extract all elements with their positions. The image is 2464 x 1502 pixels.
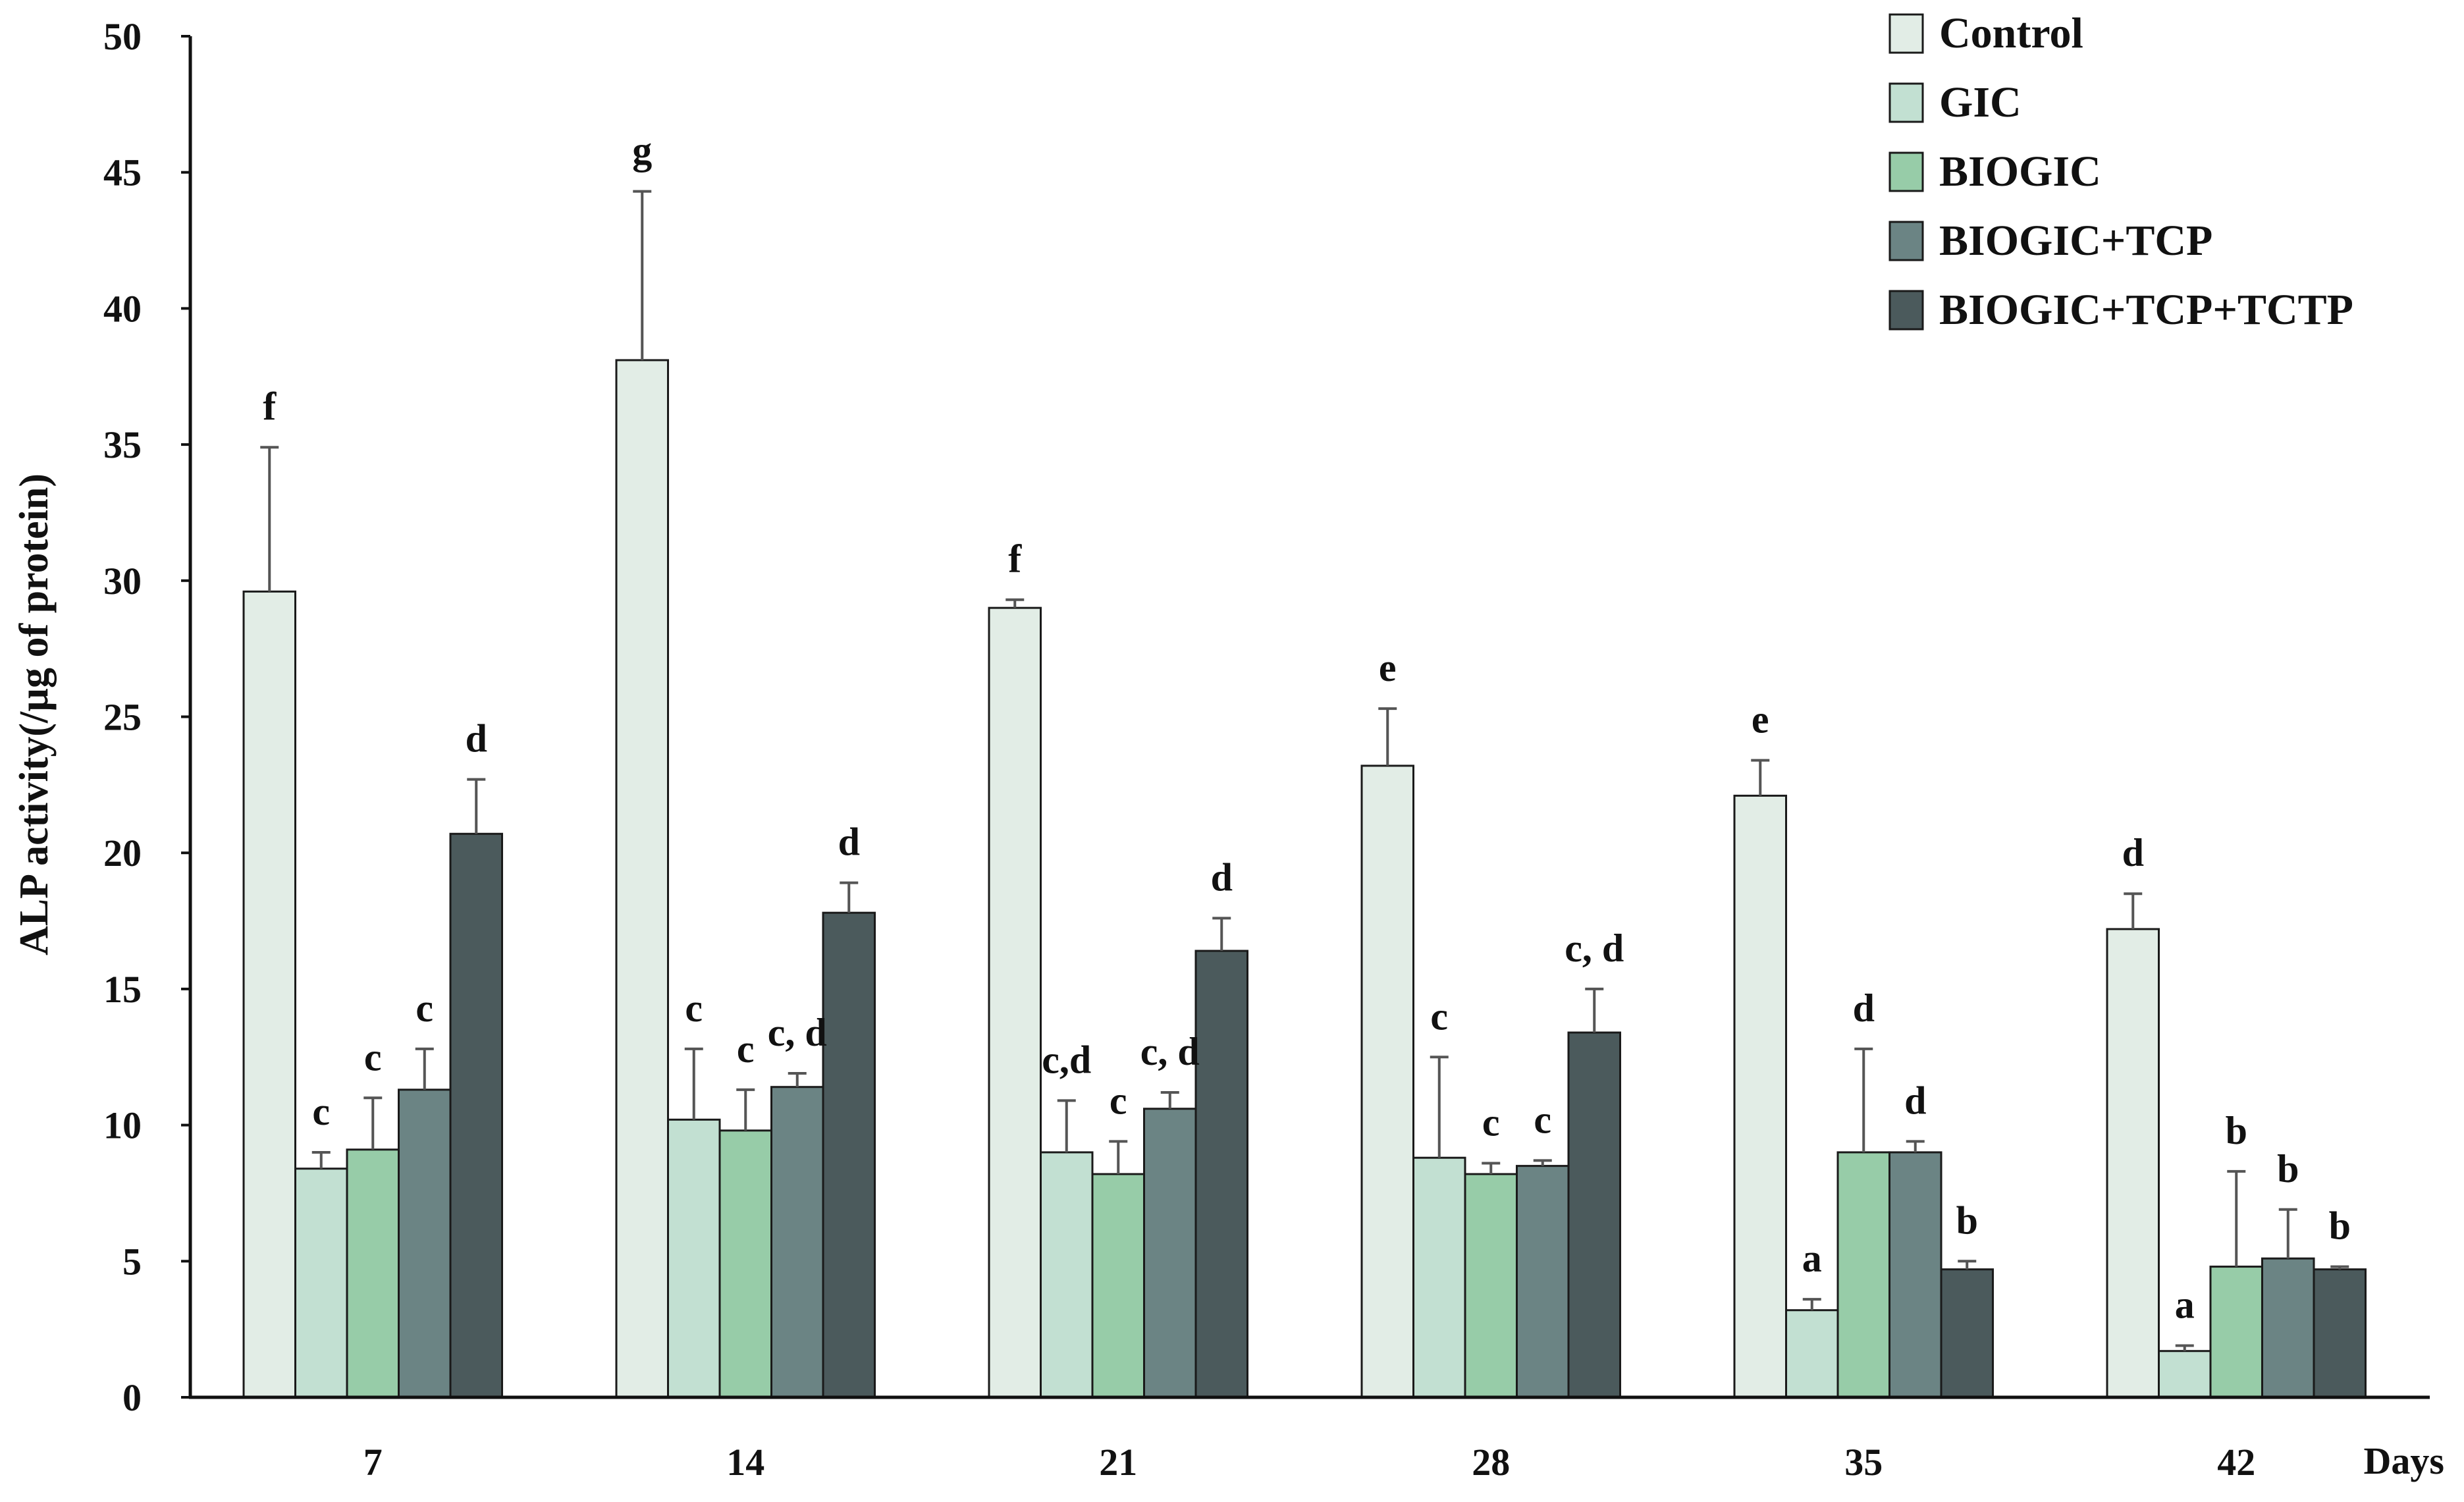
y-axis-label: ALP activity(/µg of protein) [12, 473, 57, 955]
significance-letter: a [1802, 1237, 1822, 1280]
significance-letter: a [2175, 1283, 2195, 1326]
significance-letter: c, d [1565, 926, 1624, 970]
x-axis-label: Days [2364, 1439, 2444, 1482]
significance-letter: c [737, 1027, 755, 1071]
significance-letter: g [632, 129, 652, 173]
significance-letter: c [312, 1090, 330, 1133]
y-tick-label: 50 [103, 15, 142, 58]
legend-label: BIOGIC [1939, 148, 2101, 196]
y-tick-label: 45 [103, 151, 142, 194]
bar-biogic-tcp-tctp-day-28 [1567, 1031, 1621, 1399]
y-tick-label: 35 [103, 423, 142, 466]
bar-biogic-tcp-day-42 [2261, 1257, 2315, 1399]
y-tick-label: 5 [122, 1240, 142, 1283]
y-tick-label: 30 [103, 560, 142, 603]
legend-swatch [1888, 290, 1924, 331]
y-tick-label: 25 [103, 696, 142, 739]
significance-letter: e [1752, 698, 1769, 741]
bar-biogic-tcp-day-7 [398, 1088, 452, 1399]
bar-biogic-tcp-day-28 [1516, 1165, 1570, 1399]
bar-gic-day-28 [1412, 1156, 1466, 1399]
bar-group [242, 359, 2367, 1399]
y-tick-label: 20 [103, 832, 142, 874]
bar-biogic-day-42 [2209, 1266, 2263, 1399]
bar-gic-day-7 [294, 1167, 348, 1399]
legend-label: Control [1939, 9, 2083, 57]
error-bar-group [260, 190, 2349, 1351]
legend-swatch [1888, 221, 1924, 261]
bar-biogic-tcp-tctp-day-35 [1940, 1268, 1994, 1399]
significance-letter: b [2226, 1109, 2247, 1152]
bar-control-day-14 [615, 359, 669, 1399]
x-tick-label: 28 [1472, 1441, 1510, 1484]
bar-biogic-day-14 [718, 1129, 772, 1399]
y-tick-label: 15 [103, 968, 142, 1011]
legend-label: BIOGIC+TCP [1939, 217, 2212, 265]
bar-biogic-tcp-tctp-day-7 [449, 832, 503, 1399]
significance-letter: d [1211, 855, 1233, 899]
y-tick-label: 40 [103, 287, 142, 330]
bar-gic-day-21 [1040, 1151, 1094, 1399]
x-tick-label: 42 [2217, 1441, 2255, 1484]
significance-letter: c [1534, 1098, 1551, 1141]
significance-letter: d [1853, 986, 1875, 1030]
significance-letter: c [1110, 1079, 1127, 1122]
bar-gic-day-42 [2158, 1350, 2212, 1399]
significance-letter: c [415, 986, 433, 1030]
x-tick-label: 21 [1099, 1441, 1137, 1484]
legend-swatch [1888, 151, 1924, 192]
significance-letter: d [1904, 1079, 1926, 1122]
x-tick-label: 35 [1844, 1441, 1883, 1484]
significance-letter: c [364, 1035, 382, 1079]
bar-biogic-day-28 [1464, 1173, 1518, 1399]
significance-letter: c [685, 986, 703, 1030]
bar-control-day-42 [2106, 928, 2160, 1399]
significance-letter: c [1482, 1100, 1500, 1144]
significance-letter: b [1956, 1198, 1978, 1242]
bar-biogic-tcp-day-14 [770, 1086, 824, 1399]
legend-swatch [1888, 82, 1924, 123]
bar-gic-day-14 [667, 1118, 721, 1399]
x-tick-label: 14 [726, 1441, 764, 1484]
bar-biogic-tcp-day-35 [1888, 1151, 1942, 1399]
bar-control-day-28 [1360, 764, 1414, 1399]
bar-control-day-35 [1733, 794, 1787, 1399]
axes [188, 36, 2430, 1399]
legend-swatch [1888, 13, 1924, 54]
x-tick-labels: 7 14 21 28 35 42 [363, 1441, 2256, 1484]
x-tick-label: 7 [363, 1441, 383, 1484]
bar-biogic-tcp-tctp-day-14 [822, 911, 876, 1399]
legend: Control GIC BIOGIC BIOGIC+TCP BIOGIC+TCP+TCT… [1888, 9, 2353, 334]
bar-biogic-day-7 [346, 1148, 400, 1399]
significance-letter: c,d [1042, 1038, 1091, 1081]
y-tick-labels: 0 5 10 15 20 25 30 35 40 45 50 [103, 15, 142, 1419]
bar-biogic-tcp-tctp-day-21 [1194, 950, 1248, 1399]
bar-biogic-tcp-tctp-day-42 [2313, 1268, 2367, 1399]
significance-letter: e [1379, 646, 1397, 689]
significance-letter: b [2329, 1204, 2351, 1248]
bar-biogic-day-35 [1836, 1151, 1890, 1399]
significance-letter: f [1008, 537, 1022, 581]
bar-control-day-7 [242, 590, 296, 1399]
significance-letter: d [838, 820, 860, 864]
legend-label: BIOGIC+TCP+TCTP [1939, 286, 2353, 334]
y-tick-label: 0 [122, 1376, 142, 1419]
bar-gic-day-35 [1785, 1309, 1839, 1399]
bar-biogic-day-21 [1091, 1173, 1145, 1399]
significance-letter: c, d [1140, 1030, 1200, 1073]
significance-letter: f [263, 385, 277, 428]
legend-label: GIC [1939, 78, 2022, 126]
significance-letter: c, d [768, 1011, 827, 1054]
bar-biogic-tcp-day-21 [1143, 1108, 1197, 1399]
y-tick-label: 10 [103, 1104, 142, 1147]
bar-control-day-21 [988, 606, 1042, 1399]
significance-letter: b [2277, 1147, 2299, 1191]
significance-letter: d [2122, 831, 2144, 874]
significance-letter: c [1430, 994, 1448, 1038]
significance-letter: d [466, 717, 487, 761]
